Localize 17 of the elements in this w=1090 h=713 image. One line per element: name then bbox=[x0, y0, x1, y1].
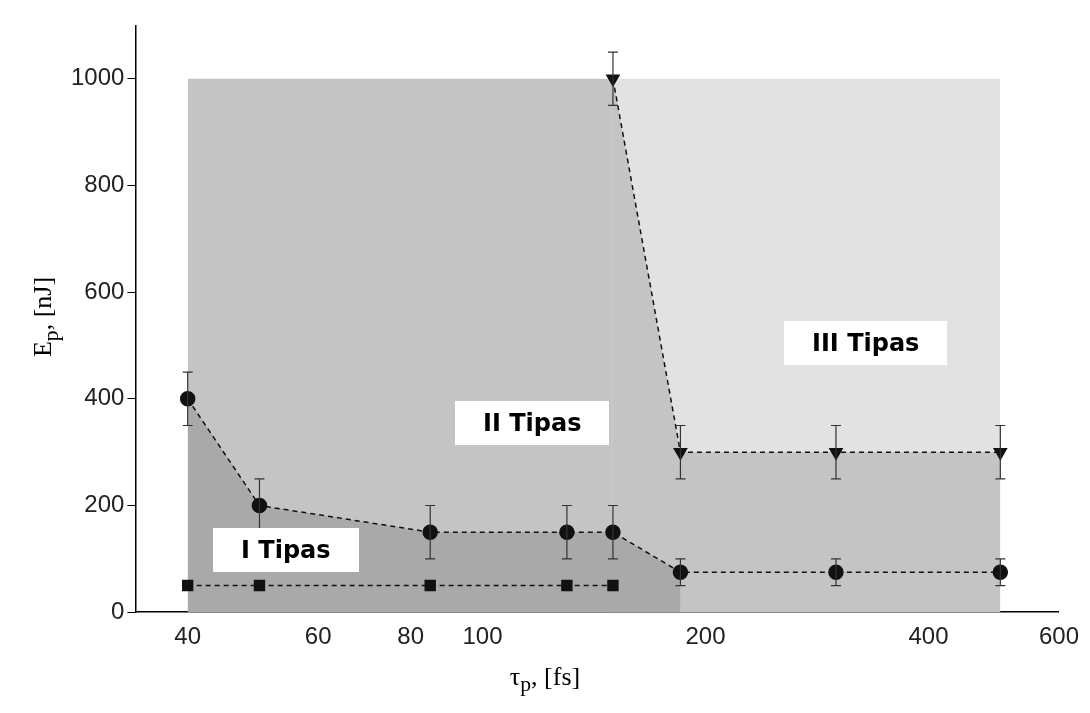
x-tick-label: 100 bbox=[462, 622, 503, 650]
y-tick-label: 1000 bbox=[71, 63, 125, 91]
x-tick-label: 80 bbox=[397, 622, 425, 650]
x-tick-label: 200 bbox=[685, 622, 726, 650]
annotation: III Tipas bbox=[784, 321, 948, 365]
annotation: II Tipas bbox=[455, 401, 610, 445]
y-tick-label: 400 bbox=[84, 383, 125, 411]
x-tick-label: 400 bbox=[908, 622, 949, 650]
x-tick-label: 40 bbox=[174, 622, 202, 650]
y-tick-label: 200 bbox=[84, 490, 125, 518]
x-tick-label: 60 bbox=[304, 622, 332, 650]
y-tick-label: 800 bbox=[84, 170, 125, 198]
y-tick-label: 600 bbox=[84, 276, 125, 304]
x-tick-label: 600 bbox=[1038, 622, 1079, 650]
y-tick-label: 0 bbox=[111, 596, 125, 624]
annotation: I Tipas bbox=[213, 528, 359, 572]
x-axis-title: τ$_{p}$, [fs] bbox=[508, 661, 582, 697]
